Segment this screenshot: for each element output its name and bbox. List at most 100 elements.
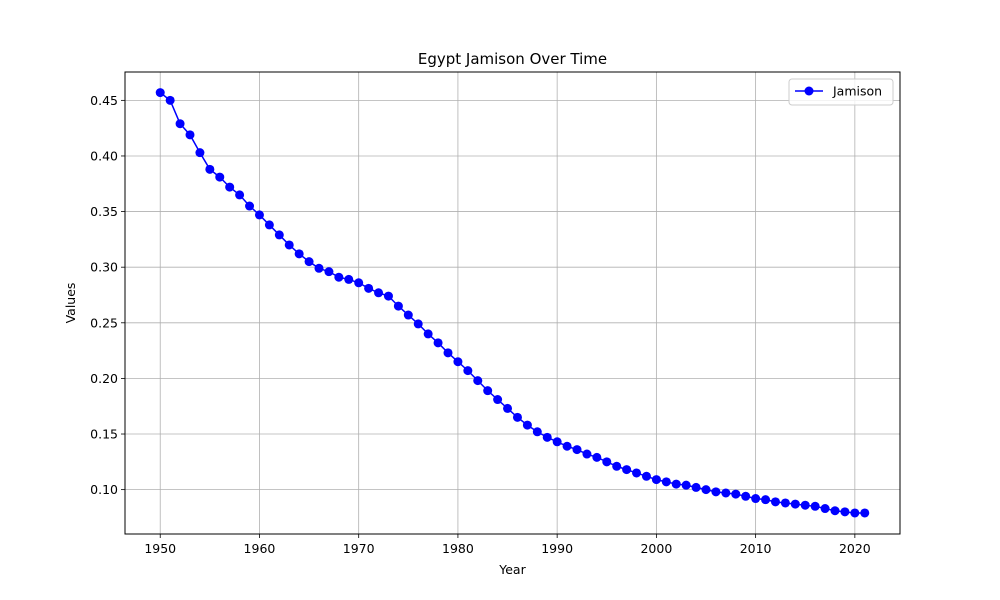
- data-point: [215, 172, 225, 182]
- series-layer: [155, 88, 870, 518]
- data-point: [195, 148, 205, 158]
- data-point: [254, 210, 264, 220]
- data-point: [304, 257, 314, 267]
- y-tick-label: 0.25: [90, 315, 118, 330]
- data-point: [512, 412, 522, 422]
- legend-marker-swatch: [804, 86, 814, 96]
- data-point: [850, 508, 860, 518]
- data-point: [264, 220, 274, 230]
- data-point: [622, 465, 632, 475]
- y-tick-label: 0.30: [90, 260, 118, 275]
- data-point: [463, 366, 473, 376]
- data-point: [155, 88, 165, 98]
- data-point: [770, 497, 780, 507]
- data-point: [751, 494, 761, 504]
- data-point: [691, 482, 701, 492]
- x-tick-label: 1950: [144, 541, 176, 556]
- data-point: [592, 452, 602, 462]
- data-point: [274, 230, 284, 240]
- data-point: [810, 501, 820, 511]
- data-point: [403, 310, 413, 320]
- data-point: [790, 499, 800, 509]
- data-point: [354, 278, 364, 288]
- data-point: [552, 437, 562, 447]
- data-point: [711, 487, 721, 497]
- data-point: [185, 130, 195, 140]
- data-point: [334, 272, 344, 282]
- x-tick-label: 1970: [343, 541, 375, 556]
- data-point: [761, 495, 771, 505]
- data-point: [800, 500, 810, 510]
- data-point: [731, 489, 741, 499]
- x-axis-label: Year: [498, 562, 526, 577]
- data-point: [284, 240, 294, 250]
- legend: Jamison: [788, 78, 894, 106]
- data-point: [344, 274, 354, 284]
- data-point: [651, 475, 661, 485]
- data-point: [860, 508, 870, 518]
- x-tick-label: 2020: [839, 541, 871, 556]
- data-point: [780, 498, 790, 508]
- data-point: [314, 263, 324, 273]
- data-point: [503, 403, 513, 413]
- x-tick-label: 1960: [244, 541, 276, 556]
- data-point: [542, 432, 552, 442]
- data-point: [522, 420, 532, 430]
- data-point: [175, 119, 185, 129]
- data-point: [671, 479, 681, 489]
- y-tick-label: 0.15: [90, 427, 118, 442]
- data-point: [582, 449, 592, 459]
- data-point: [364, 283, 374, 293]
- x-tick-label: 1990: [541, 541, 573, 556]
- data-point: [572, 445, 582, 455]
- data-point: [245, 201, 255, 211]
- data-point: [532, 427, 542, 437]
- data-point: [632, 468, 642, 478]
- data-point: [473, 376, 483, 386]
- data-point: [612, 461, 622, 471]
- y-axis-label: Values: [63, 283, 78, 324]
- legend-box: [788, 78, 894, 106]
- data-point: [602, 457, 612, 467]
- data-point: [443, 348, 453, 358]
- data-point: [483, 386, 493, 396]
- data-point: [205, 164, 215, 174]
- grid: [125, 72, 900, 534]
- data-point: [235, 190, 245, 200]
- y-tick-label: 0.35: [90, 204, 118, 219]
- data-point: [453, 357, 463, 367]
- y-tick-label: 0.20: [90, 371, 118, 386]
- data-point: [423, 329, 433, 339]
- data-point: [661, 477, 671, 487]
- data-point: [225, 182, 235, 192]
- chart-title: Egypt Jamison Over Time: [418, 50, 607, 68]
- data-point: [820, 504, 830, 514]
- data-point: [641, 471, 651, 481]
- x-tick-label: 2000: [640, 541, 672, 556]
- data-point: [830, 506, 840, 516]
- x-tick-label: 2010: [740, 541, 772, 556]
- ticks: 1950 1960 1970 1980 1990 2000 2010 2020 0.10 0.15…: [90, 93, 871, 556]
- y-tick-label: 0.45: [90, 93, 118, 108]
- data-point: [721, 488, 731, 498]
- data-point: [562, 441, 572, 451]
- x-tick-label: 1980: [442, 541, 474, 556]
- plot-frame: [124, 71, 901, 535]
- data-point: [393, 301, 403, 311]
- data-point: [840, 507, 850, 517]
- data-point: [165, 95, 175, 105]
- y-tick-label: 0.40: [90, 148, 118, 163]
- data-point: [433, 338, 443, 348]
- data-point: [324, 267, 334, 277]
- data-point: [741, 491, 751, 501]
- data-point: [493, 395, 503, 405]
- legend-entry-label: Jamison: [832, 84, 882, 99]
- data-point: [681, 480, 691, 490]
- data-point: [294, 249, 304, 259]
- data-point: [383, 291, 393, 301]
- data-point: [374, 288, 384, 298]
- data-point: [701, 485, 711, 495]
- data-point: [413, 319, 423, 329]
- y-tick-label: 0.10: [90, 482, 118, 497]
